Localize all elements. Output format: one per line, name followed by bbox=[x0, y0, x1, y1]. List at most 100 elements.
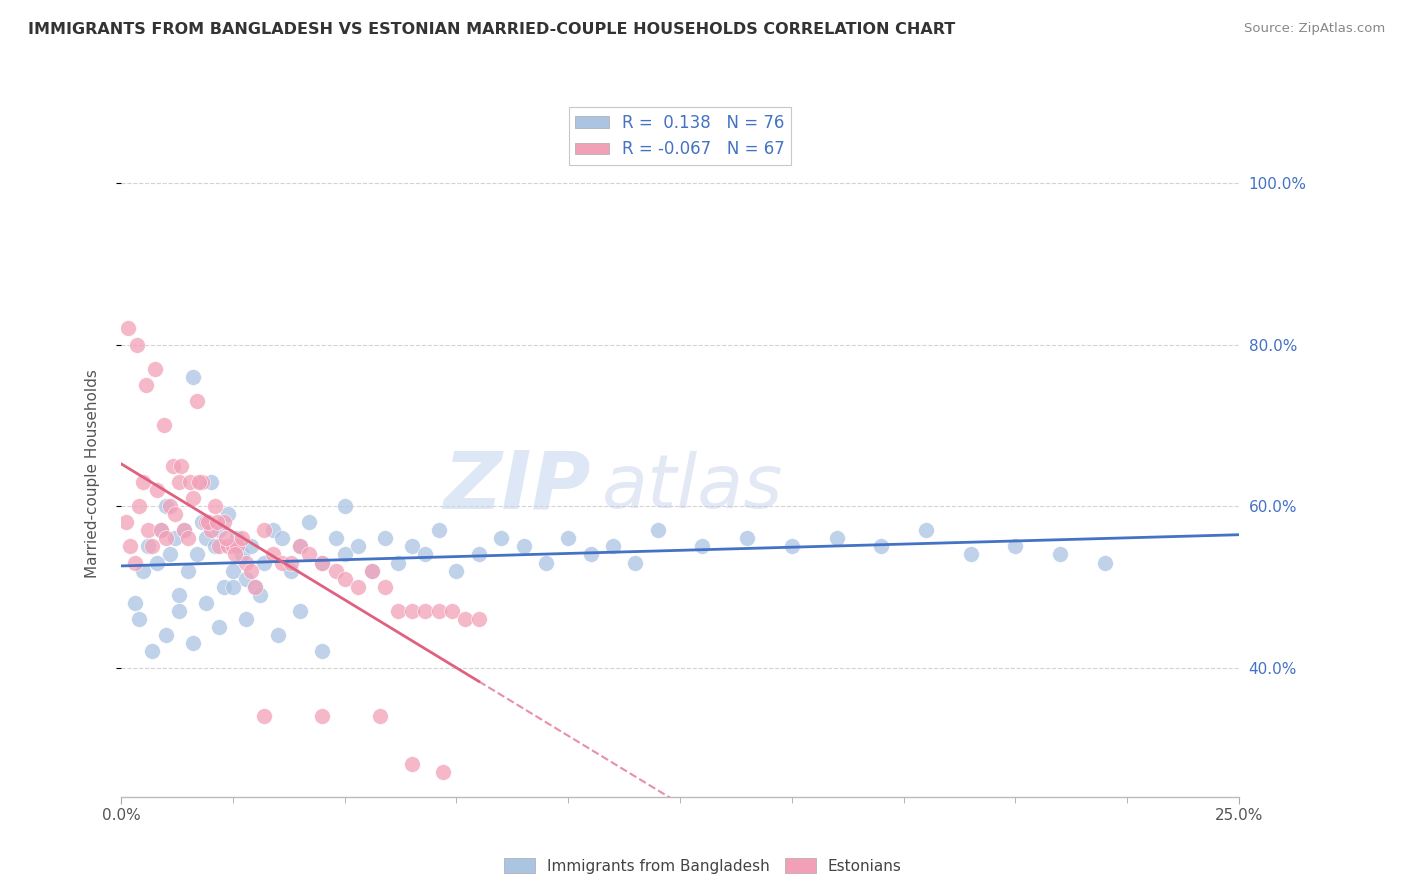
Point bbox=[280, 556, 302, 570]
Point bbox=[222, 580, 245, 594]
Point bbox=[427, 604, 450, 618]
Point bbox=[1049, 548, 1071, 562]
Point bbox=[208, 523, 231, 537]
Point bbox=[333, 548, 356, 562]
Point bbox=[280, 564, 302, 578]
Point bbox=[253, 556, 276, 570]
Point bbox=[245, 580, 267, 594]
Point bbox=[1094, 556, 1116, 570]
Point bbox=[374, 532, 396, 546]
Point bbox=[141, 540, 163, 554]
Point bbox=[167, 475, 190, 489]
Point bbox=[207, 515, 229, 529]
Point bbox=[226, 532, 249, 546]
Text: ZIP: ZIP bbox=[443, 448, 591, 525]
Point bbox=[132, 564, 155, 578]
Point bbox=[235, 556, 257, 570]
Text: IMMIGRANTS FROM BANGLADESH VS ESTONIAN MARRIED-COUPLE HOUSEHOLDS CORRELATION CHA: IMMIGRANTS FROM BANGLADESH VS ESTONIAN M… bbox=[28, 22, 955, 37]
Legend: R =  0.138   N = 76, R = -0.067   N = 67: R = 0.138 N = 76, R = -0.067 N = 67 bbox=[568, 107, 792, 165]
Point bbox=[181, 491, 204, 505]
Point bbox=[325, 564, 347, 578]
Point bbox=[215, 532, 238, 546]
Point bbox=[163, 532, 186, 546]
Point bbox=[152, 418, 174, 433]
Point bbox=[692, 540, 714, 554]
Point bbox=[150, 523, 173, 537]
Point bbox=[1004, 540, 1026, 554]
Point bbox=[624, 556, 647, 570]
Point bbox=[150, 523, 173, 537]
Point bbox=[120, 540, 142, 554]
Point bbox=[735, 532, 758, 546]
Point bbox=[325, 532, 347, 546]
Point bbox=[235, 612, 257, 626]
Point bbox=[245, 580, 267, 594]
Point bbox=[311, 556, 333, 570]
Point bbox=[432, 765, 454, 780]
Point bbox=[602, 540, 624, 554]
Point bbox=[579, 548, 602, 562]
Point bbox=[253, 523, 276, 537]
Point bbox=[177, 564, 200, 578]
Point bbox=[239, 540, 262, 554]
Point bbox=[468, 612, 491, 626]
Point bbox=[311, 709, 333, 723]
Point bbox=[249, 588, 271, 602]
Point bbox=[117, 321, 139, 335]
Point bbox=[870, 540, 893, 554]
Point bbox=[132, 475, 155, 489]
Point bbox=[288, 604, 311, 618]
Point bbox=[136, 540, 159, 554]
Point bbox=[159, 548, 181, 562]
Point bbox=[167, 604, 190, 618]
Point bbox=[235, 572, 257, 586]
Point bbox=[146, 556, 169, 570]
Point bbox=[167, 588, 190, 602]
Point bbox=[262, 523, 284, 537]
Point bbox=[647, 523, 669, 537]
Point bbox=[387, 556, 409, 570]
Point bbox=[360, 564, 382, 578]
Point bbox=[298, 548, 321, 562]
Point bbox=[226, 540, 249, 554]
Point bbox=[413, 548, 436, 562]
Point bbox=[468, 548, 491, 562]
Point bbox=[190, 515, 212, 529]
Point bbox=[512, 540, 534, 554]
Point bbox=[387, 604, 409, 618]
Point bbox=[959, 548, 981, 562]
Point bbox=[124, 556, 146, 570]
Point bbox=[271, 532, 294, 546]
Point bbox=[190, 475, 212, 489]
Point bbox=[170, 458, 193, 473]
Point bbox=[370, 709, 392, 723]
Point bbox=[186, 394, 208, 409]
Point bbox=[311, 644, 333, 658]
Point bbox=[195, 515, 218, 529]
Point bbox=[204, 540, 226, 554]
Point bbox=[360, 564, 382, 578]
Point bbox=[401, 604, 423, 618]
Point bbox=[135, 378, 157, 392]
Point bbox=[212, 580, 235, 594]
Point bbox=[173, 523, 195, 537]
Point bbox=[231, 548, 253, 562]
Point bbox=[114, 515, 136, 529]
Point bbox=[128, 612, 150, 626]
Point bbox=[446, 564, 468, 578]
Text: atlas: atlas bbox=[602, 450, 783, 523]
Point bbox=[271, 556, 294, 570]
Point bbox=[136, 523, 159, 537]
Point bbox=[239, 564, 262, 578]
Point bbox=[217, 540, 239, 554]
Point bbox=[253, 709, 276, 723]
Point bbox=[186, 548, 208, 562]
Point bbox=[162, 458, 184, 473]
Point bbox=[311, 556, 333, 570]
Point bbox=[217, 507, 239, 521]
Point bbox=[222, 540, 245, 554]
Point bbox=[195, 532, 218, 546]
Point bbox=[181, 369, 204, 384]
Point bbox=[288, 540, 311, 554]
Point bbox=[200, 523, 222, 537]
